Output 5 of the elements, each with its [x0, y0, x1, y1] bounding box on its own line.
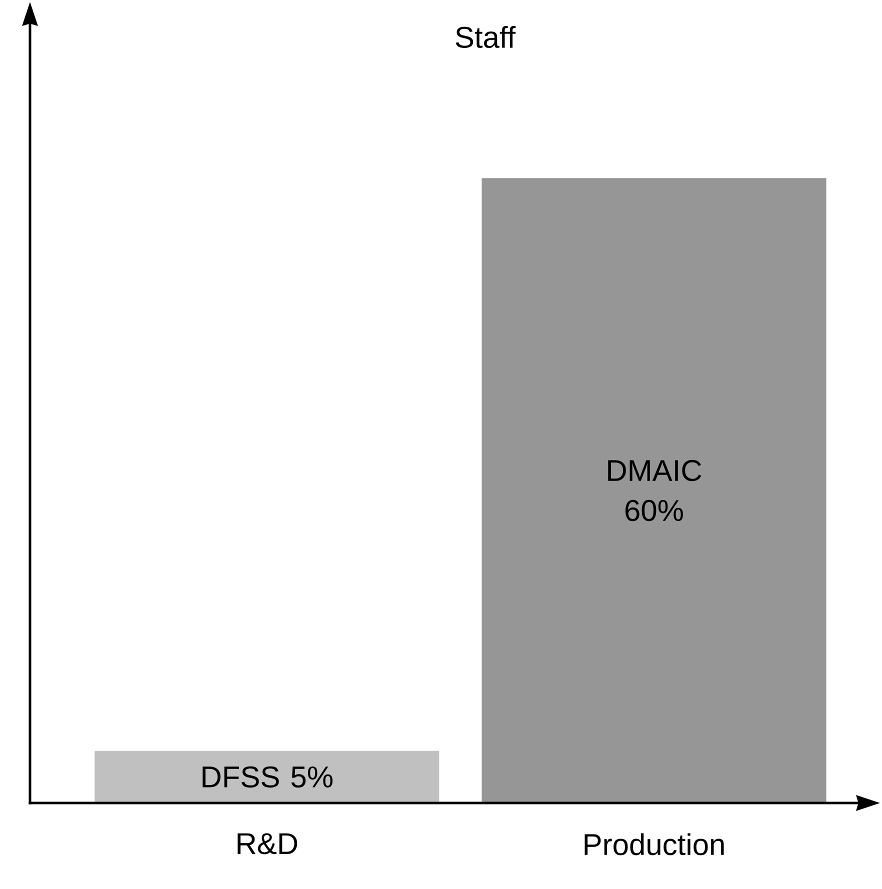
x-tick-label: Production	[584, 833, 724, 856]
data-label: DMAIC 60%	[608, 460, 702, 522]
x-tick-label: R&D	[238, 833, 298, 854]
y-axis-title: Staff	[456, 26, 516, 48]
data-label: DFSS 5%	[202, 766, 333, 788]
